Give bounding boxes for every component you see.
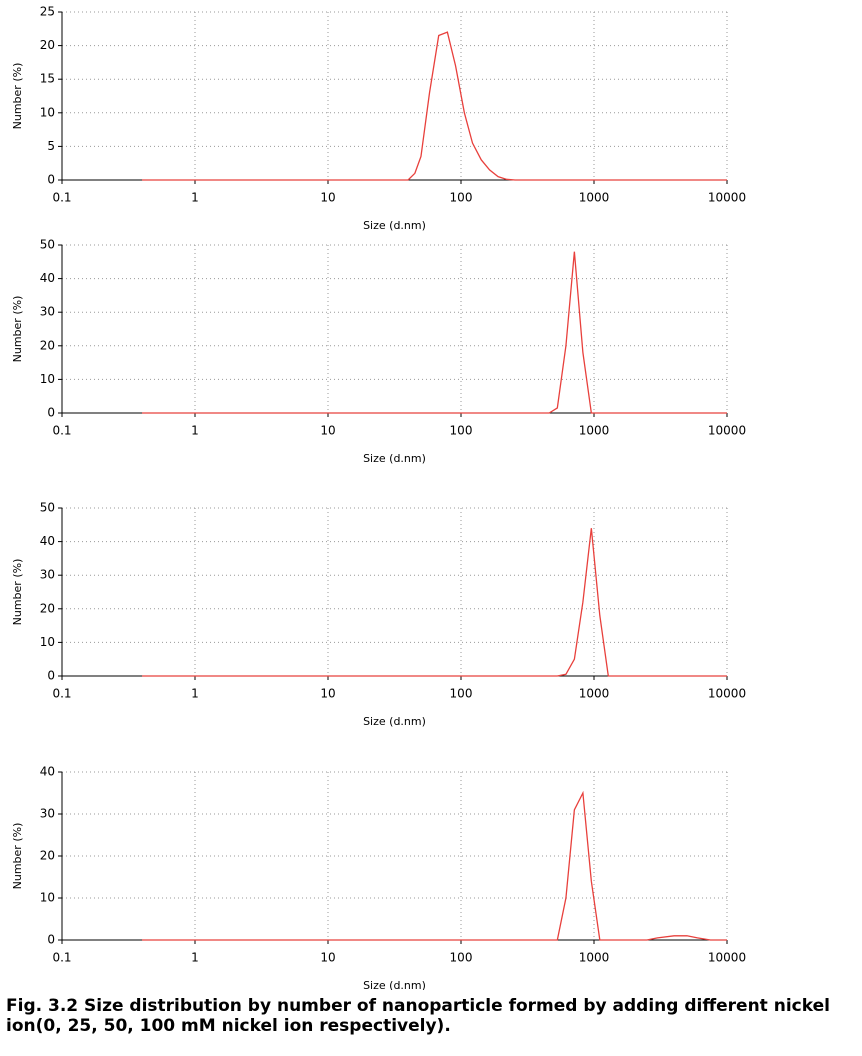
y-tick-label: 0: [47, 933, 55, 947]
y-tick-label: 0: [47, 173, 55, 187]
x-axis-label: Size (d.nm): [363, 452, 426, 465]
data-line: [142, 790, 727, 941]
x-tick-label: 100: [450, 424, 473, 438]
x-tick-label: 0.1: [52, 687, 71, 701]
y-tick-label: 0: [47, 406, 55, 420]
x-tick-label: 0.1: [52, 424, 71, 438]
y-axis-label: Number (%): [11, 296, 24, 363]
y-tick-label: 5: [47, 139, 55, 153]
x-axis-label: Size (d.nm): [363, 979, 426, 990]
x-tick-label: 0.1: [52, 191, 71, 205]
y-axis-label: Number (%): [11, 63, 24, 130]
x-tick-label: 100: [450, 687, 473, 701]
x-tick-label: 1000: [579, 191, 610, 205]
x-tick-label: 1000: [579, 687, 610, 701]
x-tick-label: 1000: [579, 424, 610, 438]
x-tick-label: 1: [191, 951, 199, 965]
data-line: [142, 31, 727, 181]
x-tick-label: 10: [320, 687, 335, 701]
x-tick-label: 10000: [708, 424, 746, 438]
y-tick-label: 50: [40, 238, 55, 252]
y-tick-label: 40: [40, 271, 55, 285]
x-tick-label: 10: [320, 424, 335, 438]
x-tick-label: 0.1: [52, 951, 71, 965]
x-tick-label: 100: [450, 951, 473, 965]
x-tick-label: 1: [191, 424, 199, 438]
y-tick-label: 10: [40, 891, 55, 905]
y-tick-label: 40: [40, 765, 55, 779]
x-tick-label: 100: [450, 191, 473, 205]
x-tick-label: 10000: [708, 687, 746, 701]
y-tick-label: 10: [40, 635, 55, 649]
y-tick-label: 40: [40, 534, 55, 548]
y-tick-label: 20: [40, 849, 55, 863]
y-tick-label: 25: [40, 5, 55, 19]
y-tick-label: 20: [40, 601, 55, 615]
y-tick-label: 30: [40, 568, 55, 582]
y-tick-label: 15: [40, 72, 55, 86]
data-line: [142, 528, 727, 677]
x-tick-label: 10: [320, 191, 335, 205]
y-tick-label: 20: [40, 38, 55, 52]
y-tick-label: 20: [40, 338, 55, 352]
y-tick-label: 50: [40, 501, 55, 515]
y-tick-label: 10: [40, 105, 55, 119]
data-line: [142, 251, 727, 414]
x-tick-label: 1: [191, 191, 199, 205]
x-axis-label: Size (d.nm): [363, 219, 426, 232]
y-tick-label: 0: [47, 669, 55, 683]
y-axis-label: Number (%): [11, 559, 24, 626]
x-axis-label: Size (d.nm): [363, 715, 426, 728]
x-tick-label: 1000: [579, 951, 610, 965]
x-tick-label: 10: [320, 951, 335, 965]
x-tick-label: 10000: [708, 191, 746, 205]
y-tick-label: 30: [40, 305, 55, 319]
y-tick-label: 30: [40, 807, 55, 821]
caption: Fig. 3.2 Size distribution by number of …: [6, 996, 830, 1036]
y-axis-label: Number (%): [11, 823, 24, 890]
y-tick-label: 10: [40, 372, 55, 386]
x-tick-label: 10000: [708, 951, 746, 965]
x-tick-label: 1: [191, 687, 199, 701]
